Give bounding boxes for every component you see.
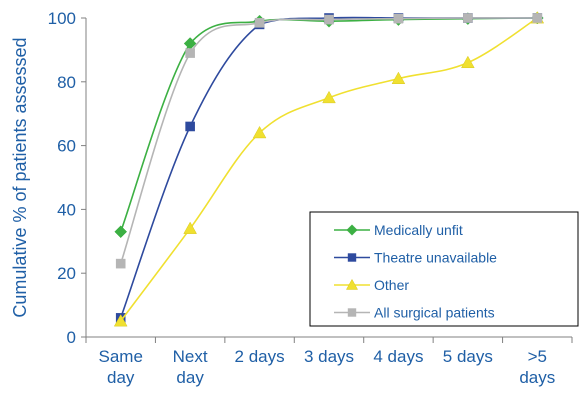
series-medically-unfit	[114, 11, 544, 239]
legend-label: Theatre unavailable	[374, 250, 497, 266]
data-point	[463, 13, 473, 23]
data-point	[252, 125, 267, 139]
y-tick-label: 60	[57, 137, 76, 156]
data-point	[185, 121, 195, 132]
data-point	[391, 71, 406, 84]
data-point	[113, 314, 128, 327]
data-point	[254, 17, 265, 28]
y-tick-label: 20	[57, 264, 76, 283]
legend-marker	[346, 224, 358, 236]
y-tick-label: 40	[57, 200, 76, 219]
x-tick-label: 3 days	[304, 347, 354, 366]
x-tick-label: 5 days	[443, 347, 493, 366]
series-group	[113, 11, 545, 327]
data-point	[461, 55, 475, 69]
y-tick-label: 0	[67, 328, 76, 347]
x-tick-labels: Same day Next day 2 days 3 days 4 days 5 days >5…	[99, 347, 556, 387]
legend-label: Other	[374, 277, 409, 293]
legend: Medically unfit Theatre unavailable Other A…	[309, 211, 579, 327]
series-line	[119, 17, 538, 233]
data-point	[324, 14, 334, 25]
x-tick-label: 4 days	[373, 347, 423, 366]
axes	[81, 17, 573, 343]
legend-marker	[345, 278, 359, 290]
legend-item: All surgical patients	[334, 305, 495, 321]
data-point	[322, 90, 336, 104]
x-tick-label: >5 days	[519, 347, 555, 387]
legend-label: All surgical patients	[374, 305, 495, 321]
data-point	[183, 221, 197, 234]
data-point	[185, 48, 195, 58]
data-point	[393, 13, 404, 24]
data-point	[114, 225, 128, 239]
legend-marker	[347, 253, 357, 262]
legend-marker	[347, 308, 357, 317]
series-all-surgical-patients	[115, 13, 543, 269]
x-tick-label: Next day	[173, 347, 208, 387]
legend-item: Other	[334, 277, 409, 293]
y-tick-label: 100	[48, 9, 76, 28]
y-tick-label: 80	[57, 73, 76, 92]
data-point	[115, 258, 126, 269]
x-tick-label: 2 days	[235, 347, 285, 366]
y-tick-labels: 0 20 40 60 80 100	[48, 9, 76, 347]
legend-item: Medically unfit	[334, 222, 463, 238]
data-point	[532, 13, 543, 23]
legend-label: Medically unfit	[374, 222, 463, 238]
x-tick-label: Same day	[99, 347, 143, 387]
y-axis-title: Cumulative % of patients assessed	[10, 37, 30, 317]
legend-item: Theatre unavailable	[334, 250, 497, 266]
